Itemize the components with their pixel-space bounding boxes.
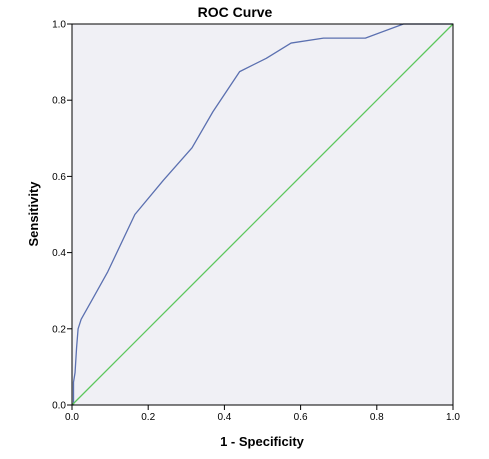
- y-tick-label: 0.2: [52, 324, 66, 335]
- x-tick-label: 0.4: [217, 412, 231, 423]
- y-tick-label: 0.4: [52, 248, 66, 259]
- x-tick-label: 0.8: [370, 412, 384, 423]
- y-tick-label: 0.6: [52, 172, 66, 183]
- x-axis-label: 1 - Specificity: [220, 434, 305, 449]
- chart-title: ROC Curve: [198, 4, 273, 20]
- x-tick-label: 0.6: [294, 412, 308, 423]
- y-tick-label: 1.0: [52, 20, 66, 31]
- y-axis-ticks: 0.0 0.2 0.4 0.6 0.8 1.0: [52, 20, 72, 412]
- y-tick-label: 0.8: [52, 96, 66, 107]
- y-axis-label: Sensitivity: [26, 181, 41, 247]
- plot-frame: [71, 23, 454, 406]
- series-layer: [71, 23, 454, 406]
- roc-curve-line: [72, 23, 453, 406]
- reference-diagonal-line: [71, 23, 454, 406]
- x-tick-label: 1.0: [446, 412, 460, 423]
- y-tick-label: 0.0: [52, 401, 66, 412]
- x-tick-label: 0.2: [141, 412, 155, 423]
- x-axis-ticks: 0.0 0.2 0.4 0.6 0.8 1.0: [65, 405, 460, 423]
- x-tick-label: 0.0: [65, 412, 79, 423]
